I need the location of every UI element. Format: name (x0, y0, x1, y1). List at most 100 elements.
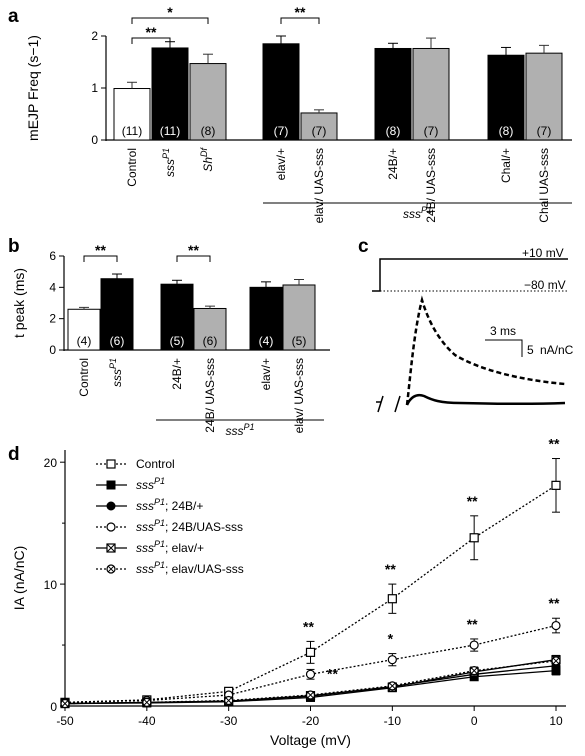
significance-marker: ** (467, 616, 478, 632)
bar (374, 47, 412, 141)
category-label: elav/+ (259, 358, 273, 390)
bar (193, 307, 227, 351)
significance-bracket (280, 17, 320, 24)
category-label: elav/+ (274, 148, 288, 180)
n-label: (7) (312, 124, 327, 138)
y-axis-label: IA (nA/nC) (11, 546, 27, 611)
legend-marker (106, 480, 116, 490)
panel-a-bar-chart: 0 1 2 mEJP Freq (s−1) (11) Control (11) sssP1 (8… (25, 4, 572, 223)
data-point (551, 480, 561, 490)
x-tick-label: -20 (302, 714, 320, 728)
significance-marker: * (167, 4, 173, 20)
legend-label: sssP1 (136, 476, 165, 492)
x-tick-label: -50 (56, 714, 74, 728)
x-tick-label: -40 (138, 714, 156, 728)
n-label: (6) (203, 334, 218, 348)
category-label: 24B/+ (170, 358, 184, 390)
x-tick-label: 10 (549, 714, 563, 728)
category-label: ShDf (199, 147, 215, 172)
significance-marker: * (388, 631, 394, 647)
n-label: (11) (160, 124, 180, 138)
n-label: (7) (274, 124, 289, 138)
data-point-cross (389, 682, 396, 690)
y-tick-label: 2 (91, 29, 98, 43)
significance-bracket (131, 17, 209, 24)
n-label: (8) (201, 124, 216, 138)
legend-label: sssP1; 24B/+ (136, 497, 203, 513)
y-tick-label: 0 (50, 700, 57, 714)
current-scale-value: 5 (527, 343, 534, 357)
scale-bar (485, 339, 523, 357)
data-point-cross (307, 691, 314, 699)
panel-d-letter: d (8, 444, 20, 465)
y-tick-label: 10 (44, 578, 58, 592)
y-axis-label: mEJP Freq (s−1) (25, 35, 41, 141)
data-point-cross (143, 699, 150, 706)
category-label: Chal/+ (499, 148, 513, 183)
significance-marker: ** (467, 493, 478, 509)
legend-label: sssP1; elav/+ (136, 539, 204, 555)
bar (100, 278, 134, 351)
data-point-cross (471, 667, 478, 674)
voltage-low-label: −80 mV (524, 278, 566, 292)
category-label: Control (125, 148, 139, 187)
significance-marker: ** (549, 595, 560, 611)
significance-marker: ** (295, 4, 306, 20)
category-label: sssP1 (161, 148, 177, 177)
legend-label: sssP1; elav/UAS-sss (136, 560, 244, 576)
data-point (305, 647, 316, 657)
group-label: sssP1 (225, 422, 254, 438)
data-point-cross (61, 700, 69, 707)
legend-marker-cross (106, 543, 116, 553)
x-tick-label: -10 (384, 714, 402, 728)
category-label: Chal UAS-sss (537, 148, 551, 223)
legend-marker (106, 501, 116, 511)
data-point (305, 669, 316, 679)
panel-d-line-chart: 0 10 20 -50 -40 -30 -20 -10 0 10 Voltage (mV) IA (n… (11, 436, 566, 748)
n-label: (6) (110, 334, 125, 348)
bar (525, 52, 563, 141)
bar (262, 43, 300, 141)
significance-marker: ** (549, 436, 560, 452)
panel-b-letter: b (8, 236, 20, 257)
n-label: (5) (170, 334, 185, 348)
y-tick-label: 6 (49, 249, 56, 263)
bar (113, 88, 151, 141)
group-label: sssP1 (403, 205, 432, 221)
y-tick-label: 0 (91, 133, 98, 147)
y-tick-label: 0 (49, 343, 56, 357)
n-label: (8) (499, 124, 514, 138)
legend-label: sssP1; 24B/UAS-sss (136, 518, 243, 534)
data-point (387, 594, 397, 604)
mutant-current-trace (405, 393, 566, 406)
significance-bracket (83, 255, 118, 262)
significance-bracket (176, 255, 211, 262)
legend-marker-cross (107, 565, 115, 573)
data-point (469, 533, 479, 543)
y-tick-label: 1 (91, 81, 98, 95)
bar (282, 284, 316, 351)
panel-c-letter: c (358, 236, 369, 257)
y-tick-label: 20 (44, 456, 58, 470)
panel-b-bar-chart: 0 2 4 6 t peak (ms) (4) Control (6) sssP1 (5) 24B/… (11, 242, 330, 438)
significance-marker: ** (146, 24, 157, 40)
bar (151, 47, 189, 141)
n-label: (7) (537, 124, 552, 138)
significance-marker: ** (327, 665, 338, 681)
significance-marker: ** (188, 242, 199, 258)
data-point (551, 620, 561, 631)
data-point-cross (552, 657, 560, 665)
category-label: elav/ UAS-sss (312, 148, 326, 223)
data-point-cross (225, 697, 232, 704)
voltage-step-trace (372, 258, 568, 292)
category-label: 24B/+ (386, 148, 400, 180)
significance-marker: ** (95, 242, 106, 258)
bar (249, 286, 283, 351)
significance-bracket (131, 37, 171, 44)
voltage-high-label: +10 mV (522, 246, 564, 260)
x-tick-label: -30 (220, 714, 238, 728)
data-point (469, 640, 479, 650)
n-label: (5) (292, 334, 307, 348)
n-label: (4) (259, 334, 274, 348)
